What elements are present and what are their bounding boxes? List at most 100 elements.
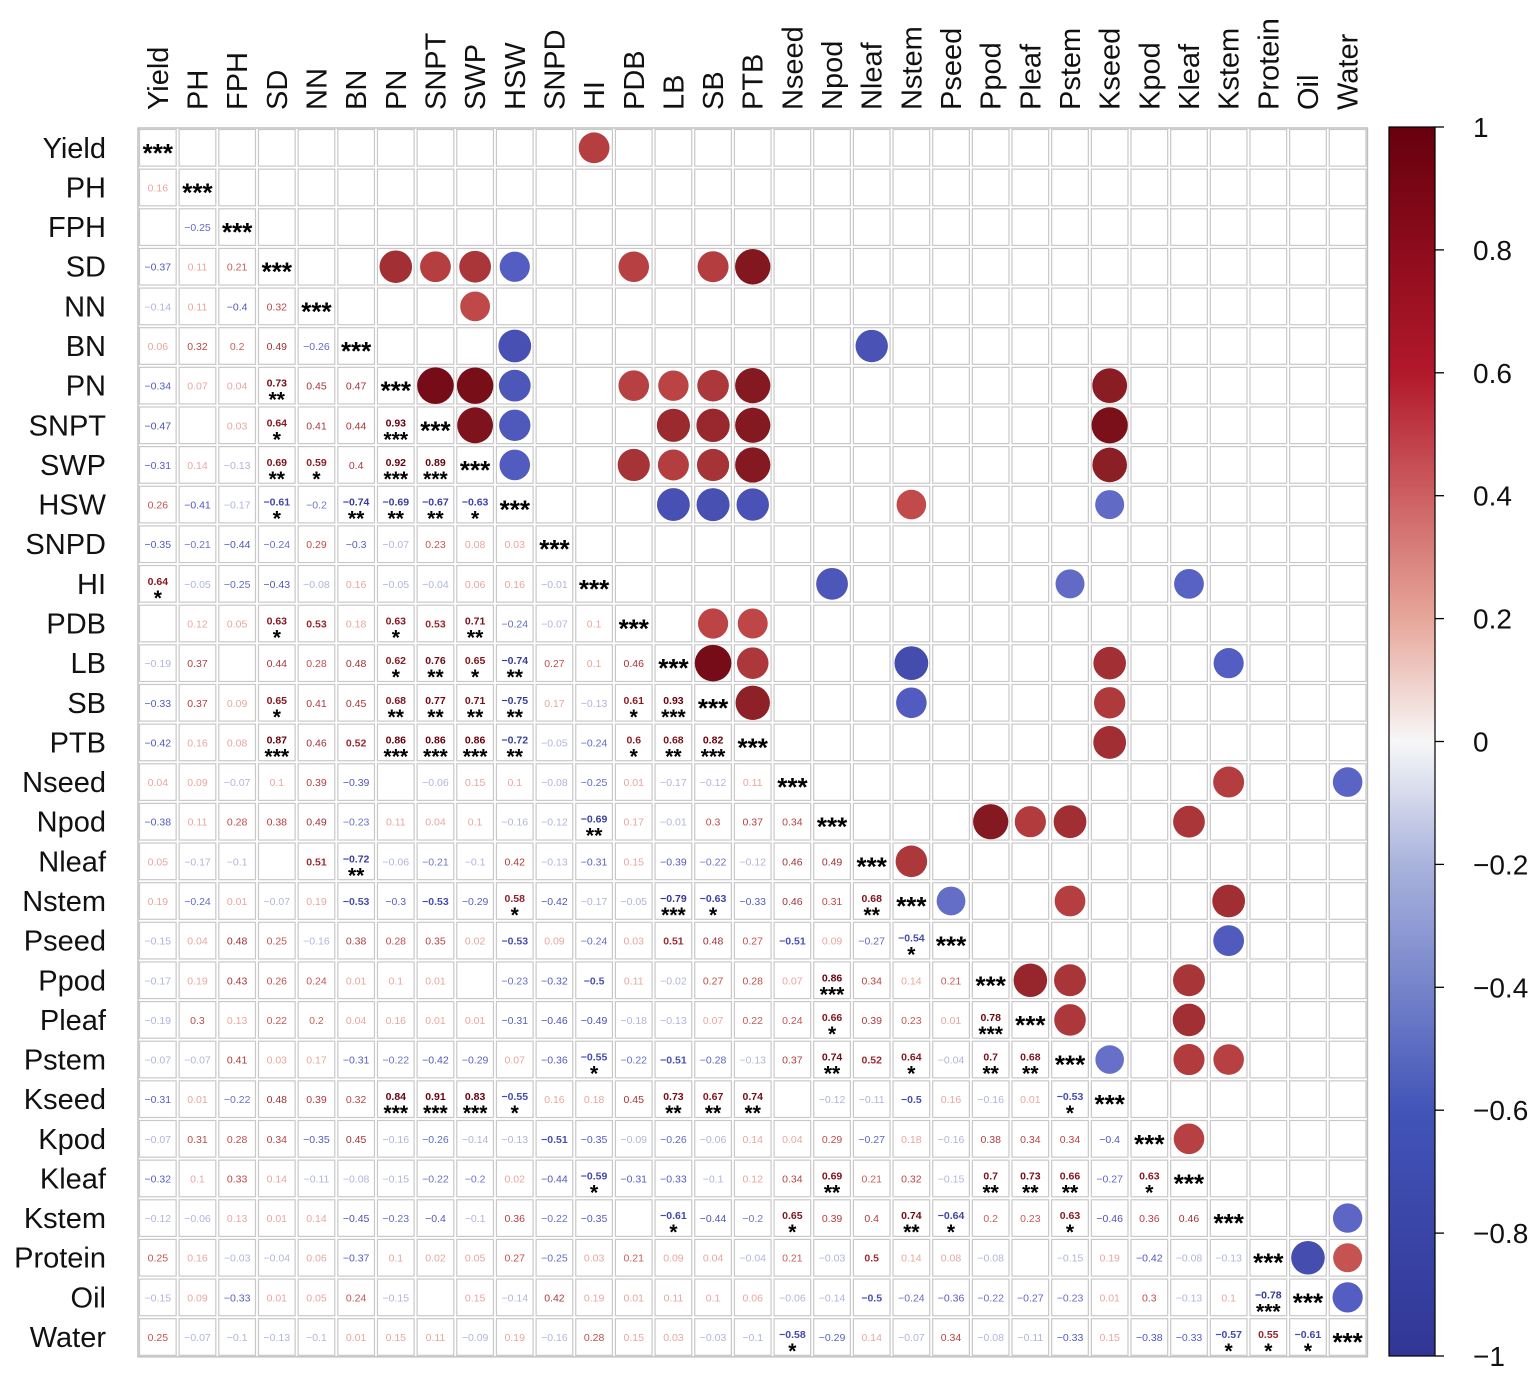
- correlation-circle: [456, 367, 494, 404]
- correlation-circle: [735, 685, 770, 720]
- grid-cell: [733, 763, 772, 801]
- correlation-value: −0.08: [1176, 1253, 1203, 1265]
- correlation-value: −0.27: [858, 936, 885, 948]
- grid-cell: [1051, 1278, 1089, 1317]
- row-label-yield: Yield: [43, 133, 106, 165]
- grid-cell: [376, 961, 415, 1000]
- grid-cell: [456, 446, 495, 484]
- grid-cell: [1011, 1119, 1050, 1158]
- grid-cell: [892, 208, 931, 247]
- correlation-value: 0.52: [346, 737, 367, 749]
- grid-cell: [575, 802, 614, 841]
- correlation-value: −0.24: [581, 737, 608, 749]
- correlation-value: −0.53: [343, 896, 370, 908]
- grid-cell: [1289, 1000, 1327, 1039]
- grid-cell: [852, 1238, 891, 1277]
- grid-cell: [654, 683, 693, 722]
- grid-cell: [1328, 287, 1367, 326]
- grid-cell: [1170, 128, 1208, 167]
- grid-cell: [1090, 1159, 1129, 1198]
- correlation-value: 0.11: [188, 817, 208, 829]
- diagonal-significance: ***: [579, 574, 610, 604]
- correlation-value: 0.14: [901, 975, 922, 987]
- correlation-circle: [1332, 767, 1363, 797]
- grid-cell: [1130, 1119, 1169, 1158]
- correlation-value: 0.38: [980, 1134, 1001, 1146]
- correlation-value: −0.08: [343, 1173, 370, 1185]
- grid-cell: [495, 1119, 534, 1158]
- correlation-value: 0.19: [584, 1292, 605, 1304]
- grid-cell: [297, 208, 336, 247]
- grid-cell: [337, 1000, 376, 1039]
- correlation-value: −0.36: [938, 1292, 965, 1304]
- correlation-value: −0.31: [620, 1173, 647, 1185]
- correlation-value: −0.15: [1057, 1253, 1084, 1265]
- col-label-sb: SB: [698, 71, 730, 110]
- correlation-circle: [1091, 407, 1128, 444]
- correlation-value: 0.48: [227, 936, 248, 948]
- grid-cell: [1130, 1199, 1169, 1238]
- correlation-value: −0.16: [541, 1332, 568, 1344]
- grid-cell: [932, 1159, 970, 1198]
- correlation-circle: [1095, 1045, 1124, 1074]
- grid-cell: [1170, 247, 1208, 286]
- grid-cell: [694, 1000, 732, 1039]
- grid-cell: [138, 683, 177, 722]
- grid-cell: [1209, 208, 1248, 247]
- grid-cell: [337, 128, 376, 167]
- grid-cell: [535, 1199, 574, 1238]
- grid-cell: [852, 1159, 891, 1198]
- correlation-value: −0.12: [739, 856, 766, 868]
- correlation-value: 0.23: [1020, 1213, 1041, 1225]
- grid-cell: [337, 247, 376, 286]
- grid-cell: [1249, 406, 1288, 445]
- row-label-protein: Protein: [14, 1243, 106, 1275]
- grid-cell: [813, 1318, 851, 1356]
- correlation-value: 0.1: [190, 1173, 205, 1185]
- grid-cell: [1170, 168, 1208, 207]
- significance-stars: *: [1145, 1181, 1154, 1204]
- correlation-value: 0.23: [425, 539, 446, 551]
- grid-cell: [654, 1278, 693, 1317]
- significance-stars: ***: [463, 745, 488, 768]
- grid-cell: [1209, 1238, 1248, 1277]
- grid-cell: [654, 644, 693, 683]
- grid-cell: [1209, 802, 1248, 841]
- correlation-value: 0.15: [465, 1292, 486, 1304]
- correlation-value: 0.39: [306, 1094, 327, 1106]
- grid-cell: [416, 1080, 455, 1119]
- correlation-value: 0.01: [346, 975, 367, 987]
- grid-cell: [575, 406, 614, 445]
- grid-cell: [1051, 723, 1089, 762]
- grid-cell: [178, 683, 217, 722]
- grid-cell: [495, 1238, 534, 1277]
- correlation-value: −0.22: [541, 1213, 568, 1225]
- grid-cell: [971, 168, 1010, 207]
- grid-cell: [416, 208, 455, 247]
- grid-cell: [1328, 604, 1367, 643]
- correlation-circle: [498, 369, 531, 402]
- correlation-circle: [657, 488, 690, 521]
- correlation-value: −0.15: [383, 1173, 410, 1185]
- correlation-value: 0.2: [983, 1213, 998, 1225]
- grid-cell: [178, 644, 217, 683]
- grid-cell: [178, 802, 217, 841]
- grid-cell: [297, 1278, 336, 1317]
- grid-cell: [495, 1318, 534, 1356]
- grid-cell: [337, 564, 376, 603]
- grid-cell: [416, 1278, 455, 1317]
- correlation-value: −0.23: [501, 975, 528, 987]
- correlation-value: 0.19: [148, 896, 169, 908]
- grid-cell: [218, 1119, 257, 1158]
- correlation-value: 0.68: [386, 695, 407, 707]
- grid-cell: [1289, 446, 1327, 484]
- grid-cell: [852, 525, 891, 564]
- correlation-circle: [894, 646, 929, 681]
- grid-cell: [218, 564, 257, 603]
- grid-cell: [1249, 1199, 1288, 1238]
- grid-cell: [416, 644, 455, 683]
- grid-cell: [416, 446, 455, 484]
- correlation-value: 0.48: [346, 658, 367, 670]
- grid-cell: [297, 485, 336, 524]
- correlation-value: 0.27: [505, 1253, 526, 1265]
